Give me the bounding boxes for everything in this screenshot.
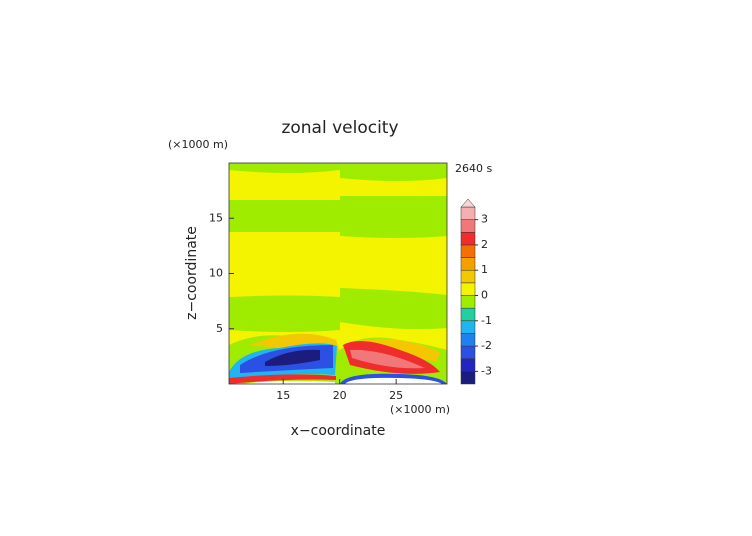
colorbar-tick-label: 3 <box>481 213 488 226</box>
colorbar-band <box>460 282 476 296</box>
x-tick-label: 25 <box>389 389 403 402</box>
colorbar-band <box>460 371 476 385</box>
y-axis-label: z−coordinate <box>184 226 200 320</box>
y-tick-label: 15 <box>209 211 223 224</box>
colorbar-band <box>460 295 476 309</box>
contour-field <box>228 162 448 385</box>
x-axis-label: x−coordinate <box>291 423 386 439</box>
colorbar-band <box>460 307 476 322</box>
colorbar-band <box>460 358 476 372</box>
y-tick-label: 10 <box>209 267 223 280</box>
colorbar-tick-label: 0 <box>481 289 488 302</box>
x-tick-label: 15 <box>276 389 290 402</box>
colorbar-tick-label: 1 <box>481 263 488 276</box>
colorbar-tick-label: -2 <box>481 339 492 352</box>
colorbar-band <box>460 257 476 271</box>
colorbar-tick-label: 2 <box>481 238 488 251</box>
colorbar-band <box>460 345 476 359</box>
colorbar-band <box>460 219 476 233</box>
colorbar-band <box>460 232 476 246</box>
y-tick-label: 5 <box>216 322 223 335</box>
colorbar-band <box>460 206 476 220</box>
colorbar-band <box>460 320 476 334</box>
time-label: 2640 s <box>455 162 492 175</box>
colorbar-band <box>460 269 476 284</box>
colorbar-tick-label: -3 <box>481 364 492 377</box>
colorbar-band <box>460 333 476 347</box>
colorbar-extend <box>460 198 476 208</box>
chart-title: zonal velocity <box>281 118 398 138</box>
colorbar-band <box>460 244 476 258</box>
x-unit: (×1000 m) <box>390 403 450 416</box>
x-tick-label: 20 <box>333 389 347 402</box>
y-unit: (×1000 m) <box>168 138 228 151</box>
colorbar-tick-label: -1 <box>481 314 492 327</box>
